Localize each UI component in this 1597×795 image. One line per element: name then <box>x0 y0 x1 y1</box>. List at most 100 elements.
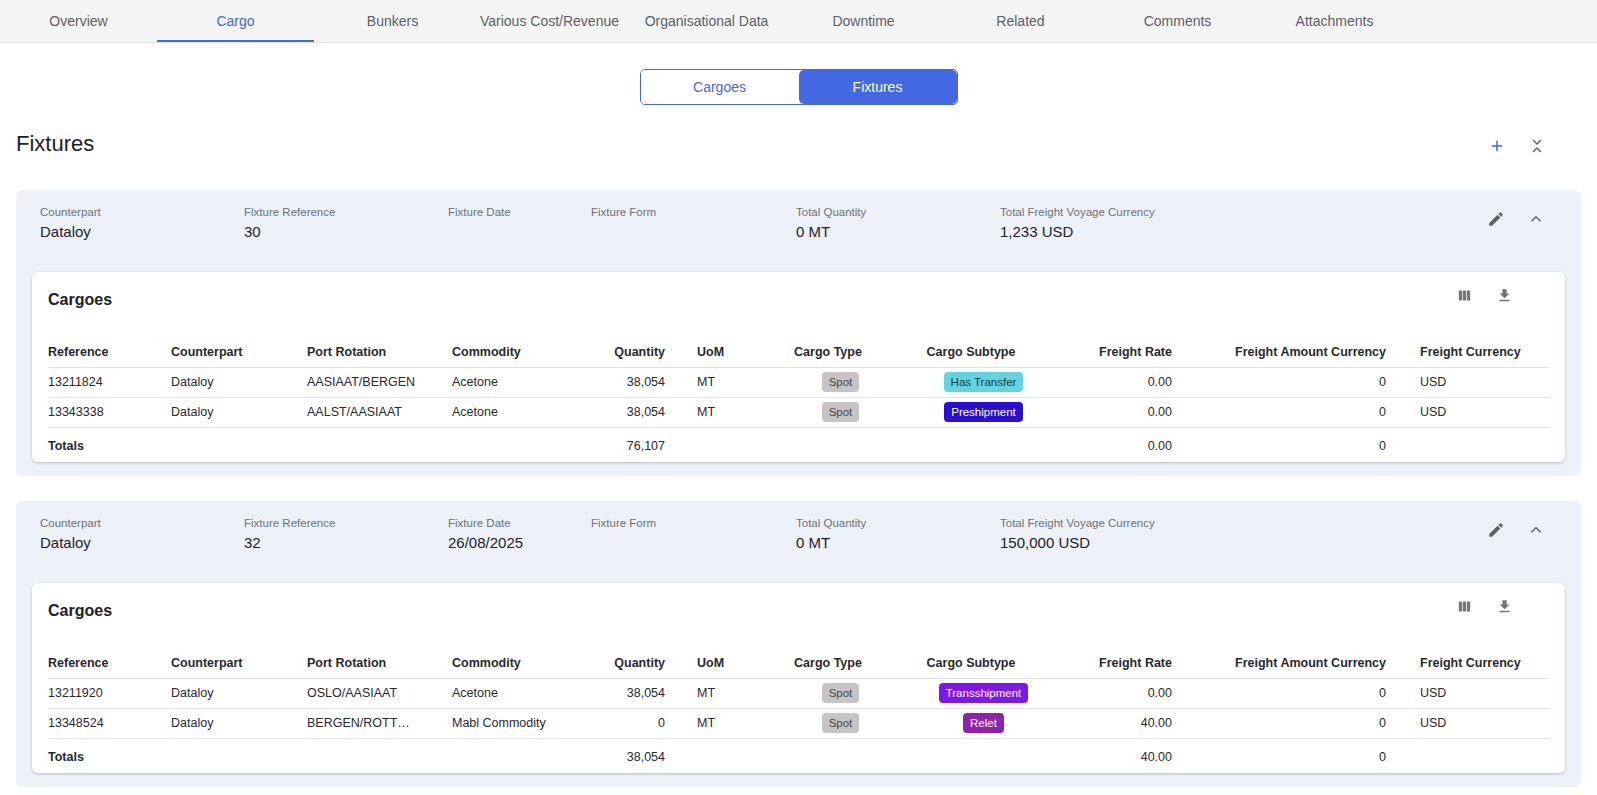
cell-freight-amount-currency: 0 <box>1172 367 1386 397</box>
totals-label: Totals <box>48 738 171 773</box>
field-value: 26/08/2025 <box>448 534 591 552</box>
cell-freight-rate: 0.00 <box>1045 397 1172 427</box>
table-row[interactable]: 13211920 Dataloy OSLO/AASIAAT Acetone 38… <box>48 678 1549 708</box>
columns-icon[interactable] <box>1452 594 1476 618</box>
cargo-subtype-badge: Preshipment <box>944 402 1023 422</box>
cell-counterpart: Dataloy <box>171 708 307 738</box>
cell-freight-rate: 0.00 <box>1045 367 1172 397</box>
cell-freight-currency: USD <box>1386 397 1549 427</box>
cargo-type-badge: Spot <box>822 713 860 733</box>
col-header-freight-amount-currency: Freight Amount Currency <box>1172 648 1386 678</box>
totals-freight-rate: 40.00 <box>1045 738 1172 773</box>
field-label: Counterpart <box>40 205 244 219</box>
field-label: Fixture Reference <box>244 516 448 530</box>
cargoes-title: Cargoes <box>48 291 112 308</box>
cell-quantity: 38,054 <box>572 678 665 708</box>
col-header-counterpart: Counterpart <box>171 337 307 367</box>
cargo-type-badge: Spot <box>822 402 860 422</box>
tab-attachments[interactable]: Attachments <box>1256 0 1413 42</box>
toggle-cargoes-button[interactable]: Cargoes <box>641 70 799 104</box>
cell-freight-currency: USD <box>1386 708 1549 738</box>
totals-row: Totals 76,107 0.00 0 <box>48 427 1549 462</box>
cell-uom: MT <box>665 708 759 738</box>
tab-related[interactable]: Related <box>942 0 1099 42</box>
tab-overview[interactable]: Overview <box>0 0 157 42</box>
cargo-subtype-badge: Transshipment <box>939 683 1029 703</box>
tab-downtime[interactable]: Downtime <box>785 0 942 42</box>
edit-fixture-icon[interactable] <box>1484 207 1508 231</box>
cargo-type-badge: Spot <box>822 683 860 703</box>
cell-counterpart: Dataloy <box>171 397 307 427</box>
cargoes-title: Cargoes <box>48 602 112 619</box>
col-header-quantity: Quantity <box>572 337 665 367</box>
col-header-uom: UoM <box>665 648 759 678</box>
col-header-freight-currency: Freight Currency <box>1386 337 1549 367</box>
view-toggle: Cargoes Fixtures <box>640 69 958 105</box>
tab-various-cost-revenue[interactable]: Various Cost/Revenue <box>471 0 628 42</box>
fixture-card: CounterpartDataloy Fixture Reference30 F… <box>16 190 1581 476</box>
cell-commodity: Acetone <box>452 397 572 427</box>
cell-port-rotation: AASIAAT/BERGEN <box>307 367 452 397</box>
table-row[interactable]: 13348524 Dataloy BERGEN/ROTT… Mabl Commo… <box>48 708 1549 738</box>
fixture-header: CounterpartDataloy Fixture Reference30 F… <box>16 190 1581 272</box>
add-fixture-icon[interactable] <box>1485 134 1509 158</box>
table-header-row: Reference Counterpart Port Rotation Comm… <box>48 648 1549 678</box>
totals-quantity: 76,107 <box>572 427 665 462</box>
toggle-fixtures-button[interactable]: Fixtures <box>799 70 957 104</box>
col-header-port-rotation: Port Rotation <box>307 337 452 367</box>
cell-reference: 13348524 <box>48 708 171 738</box>
columns-icon[interactable] <box>1452 283 1476 307</box>
cargo-subtype-badge: Has Transfer <box>944 372 1024 392</box>
col-header-port-rotation: Port Rotation <box>307 648 452 678</box>
tab-comments[interactable]: Comments <box>1099 0 1256 42</box>
fixtures-section-header: Fixtures <box>0 105 1597 190</box>
field-value: 0 MT <box>796 534 1000 552</box>
cargo-type-badge: Spot <box>822 372 860 392</box>
col-header-cargo-type: Cargo Type <box>759 648 897 678</box>
cell-uom: MT <box>665 397 759 427</box>
fixture-header: CounterpartDataloy Fixture Reference32 F… <box>16 501 1581 583</box>
tab-bunkers[interactable]: Bunkers <box>314 0 471 42</box>
col-header-reference: Reference <box>48 648 171 678</box>
cell-port-rotation: OSLO/AASIAAT <box>307 678 452 708</box>
cell-commodity: Acetone <box>452 367 572 397</box>
download-icon[interactable] <box>1492 283 1516 307</box>
field-label: Total Quantity <box>796 516 1000 530</box>
cell-commodity: Mabl Commodity <box>452 708 572 738</box>
cell-freight-amount-currency: 0 <box>1172 708 1386 738</box>
field-value: Dataloy <box>40 223 244 241</box>
collapse-fixture-icon[interactable] <box>1524 207 1548 231</box>
collapse-all-icon[interactable] <box>1525 134 1549 158</box>
field-label: Fixture Reference <box>244 205 448 219</box>
cell-counterpart: Dataloy <box>171 367 307 397</box>
totals-freight-amount-currency: 0 <box>1172 738 1386 773</box>
download-icon[interactable] <box>1492 594 1516 618</box>
field-label: Fixture Date <box>448 516 591 530</box>
cell-commodity: Acetone <box>452 678 572 708</box>
field-label: Total Quantity <box>796 205 1000 219</box>
table-row[interactable]: 13211824 Dataloy AASIAAT/BERGEN Acetone … <box>48 367 1549 397</box>
totals-row: Totals 38,054 40.00 0 <box>48 738 1549 773</box>
col-header-freight-rate: Freight Rate <box>1045 648 1172 678</box>
tab-cargo[interactable]: Cargo <box>157 0 314 42</box>
field-label: Total Freight Voyage Currency <box>1000 516 1441 530</box>
col-header-reference: Reference <box>48 337 171 367</box>
edit-fixture-icon[interactable] <box>1484 518 1508 542</box>
field-value: 32 <box>244 534 448 552</box>
cell-freight-rate: 40.00 <box>1045 708 1172 738</box>
col-header-counterpart: Counterpart <box>171 648 307 678</box>
col-header-cargo-type: Cargo Type <box>759 337 897 367</box>
cell-freight-amount-currency: 0 <box>1172 397 1386 427</box>
tab-organisational-data[interactable]: Organisational Data <box>628 0 785 42</box>
totals-freight-amount-currency: 0 <box>1172 427 1386 462</box>
table-row[interactable]: 13343338 Dataloy AALST/AASIAAT Acetone 3… <box>48 397 1549 427</box>
col-header-freight-currency: Freight Currency <box>1386 648 1549 678</box>
collapse-fixture-icon[interactable] <box>1524 518 1548 542</box>
cell-freight-currency: USD <box>1386 678 1549 708</box>
cargoes-table: Reference Counterpart Port Rotation Comm… <box>48 337 1549 462</box>
cell-reference: 13211920 <box>48 678 171 708</box>
field-label: Fixture Form <box>591 516 796 530</box>
totals-label: Totals <box>48 427 171 462</box>
cell-quantity: 0 <box>572 708 665 738</box>
fixture-card: Counterpart Dataloy Fixture Reference 32 F… <box>16 501 1581 787</box>
